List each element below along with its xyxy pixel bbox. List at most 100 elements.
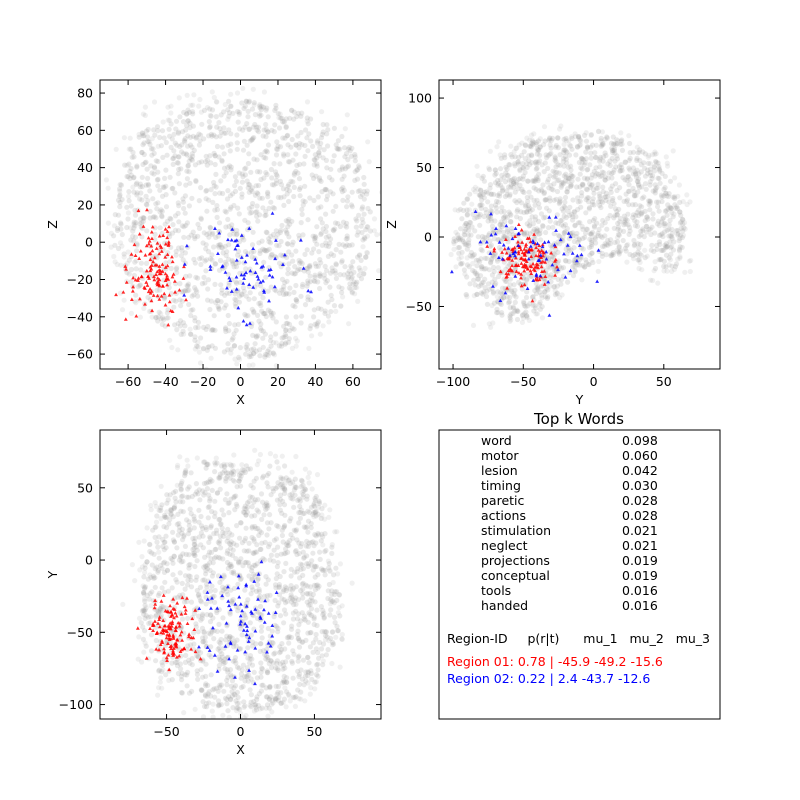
cloud-point (141, 151, 147, 158)
cloud-point (300, 510, 306, 517)
cloud-point (234, 90, 241, 96)
cloud-point (634, 155, 640, 162)
cloud-point (248, 591, 254, 597)
cloud-point (150, 573, 157, 579)
cloud-point (541, 190, 547, 197)
cloud-point (222, 292, 228, 298)
cloud-point (627, 155, 633, 161)
cloud-point (533, 186, 539, 192)
region-point (148, 257, 153, 262)
cloud-point (491, 264, 497, 270)
cloud-point (258, 546, 264, 553)
cloud-point (558, 184, 564, 190)
region-point (137, 232, 142, 236)
cloud-point (174, 160, 180, 166)
cloud-point (613, 164, 619, 170)
cloud-point (313, 509, 319, 515)
cloud-point (257, 528, 263, 534)
cloud-point (234, 231, 240, 237)
cloud-point (265, 502, 271, 509)
cloud-point (252, 702, 258, 708)
cloud-point (184, 176, 190, 182)
cloud-point (308, 521, 314, 527)
cloud-point (300, 482, 306, 488)
cloud-point (348, 286, 354, 292)
cloud-point (146, 620, 152, 627)
region-point (159, 294, 164, 298)
cloud-point (363, 254, 369, 260)
region-point (123, 317, 128, 321)
cloud-point (235, 248, 242, 254)
cloud-point (267, 350, 273, 356)
cloud-point (633, 170, 639, 176)
cloud-point (194, 343, 200, 349)
cloud-point (354, 167, 361, 173)
cloud-point (255, 191, 261, 197)
cloud-point (148, 163, 154, 169)
cloud-point (609, 171, 615, 177)
cloud-point (466, 207, 472, 213)
cloud-point (345, 271, 351, 277)
cloud-point (307, 279, 314, 285)
cloud-point (309, 598, 315, 604)
cloud-point (152, 566, 158, 572)
cloud-point (257, 212, 263, 218)
cloud-point (265, 129, 271, 135)
cloud-point (542, 279, 548, 285)
cloud-point (511, 175, 517, 181)
cloud-point (207, 224, 213, 230)
cloud-point (278, 647, 285, 653)
cloud-point (184, 92, 190, 98)
cloud-point (568, 134, 575, 140)
cloud-point (224, 667, 230, 673)
cloud-point (618, 162, 624, 168)
cloud-point (212, 161, 218, 168)
cloud-point (283, 227, 289, 233)
cloud-point (231, 685, 237, 691)
cloud-point (635, 257, 641, 263)
cloud-point (484, 235, 490, 241)
cloud-point (185, 283, 191, 289)
cloud-point (534, 227, 541, 233)
cloud-point (572, 269, 578, 275)
cloud-point (203, 524, 209, 531)
cloud-point (464, 211, 470, 217)
cloud-point (276, 115, 282, 121)
cloud-point (610, 249, 617, 256)
cloud-point (635, 252, 641, 258)
cloud-point (320, 226, 326, 232)
cloud-point (242, 172, 248, 178)
cloud-point (330, 158, 336, 164)
cloud-point (281, 597, 287, 603)
cloud-point (607, 241, 614, 247)
cloud-point (603, 190, 610, 196)
cloud-point (320, 567, 327, 573)
cloud-point (649, 242, 655, 248)
cloud-point (665, 193, 672, 200)
cloud-point (262, 354, 268, 360)
cloud-point (310, 567, 316, 573)
cloud-point (265, 484, 271, 490)
cloud-point (642, 208, 648, 214)
cloud-point (153, 215, 159, 221)
cloud-point (253, 704, 259, 710)
cloud-point (363, 227, 369, 233)
cloud-point (176, 528, 182, 534)
cloud-point (225, 708, 231, 714)
cloud-point (214, 609, 220, 616)
cloud-point (173, 499, 179, 505)
cloud-point (305, 619, 311, 625)
cloud-point (179, 149, 185, 155)
region-point (449, 269, 454, 274)
cloud-point (231, 331, 237, 337)
cloud-point (522, 169, 528, 176)
cloud-point (286, 635, 292, 641)
cloud-point (282, 600, 289, 606)
cloud-point (634, 223, 641, 229)
cloud-point (661, 258, 667, 264)
cloud-point (289, 252, 295, 258)
cloud-point (132, 298, 138, 304)
cloud-point (268, 166, 274, 173)
cloud-point (223, 328, 229, 335)
cloud-point (279, 340, 285, 347)
